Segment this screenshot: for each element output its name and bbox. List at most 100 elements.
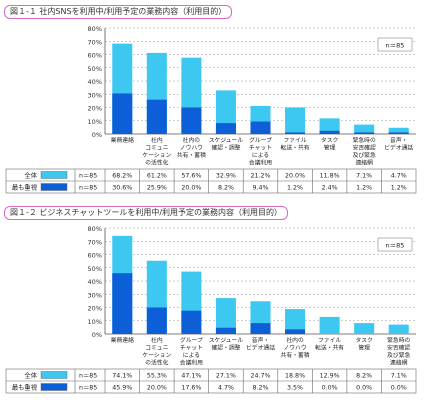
data-label: 11.8% <box>320 173 340 180</box>
y-tick-label: 20% <box>88 105 102 113</box>
x-category-label: 社内の <box>286 336 304 344</box>
x-category-label: の活性化 <box>145 359 168 367</box>
n-label-box <box>377 237 413 252</box>
legend-swatch <box>40 371 68 379</box>
data-label: 74.1% <box>112 373 132 380</box>
data-label: 18.8% <box>285 373 305 380</box>
x-category-label: 転送・共有 <box>315 344 344 352</box>
data-label: 68.2% <box>112 173 132 180</box>
data-label: 25.9% <box>147 185 167 192</box>
x-category-label: 共有・蓄積 <box>281 351 310 359</box>
bar-most-important <box>354 132 375 134</box>
x-category-label: 及び緊急 <box>353 151 376 159</box>
series-n: n＝85 <box>79 373 97 380</box>
bar-most-important <box>146 307 167 334</box>
y-tick-label: 70% <box>88 238 102 246</box>
data-label: 8.2% <box>356 373 372 380</box>
data-label: 4.7% <box>391 173 407 180</box>
x-category-label: スケジュール <box>209 337 244 344</box>
y-tick-label: 50% <box>88 265 102 273</box>
x-category-label: 確認・調整 <box>211 144 240 152</box>
data-label: 57.6% <box>181 173 201 180</box>
data-label: 61.2% <box>147 173 167 180</box>
x-category-label: 共有・蓄積 <box>177 151 206 159</box>
data-label: 45.9% <box>112 385 132 392</box>
data-label: 55.3% <box>147 373 167 380</box>
y-tick-label: 30% <box>88 91 102 99</box>
bar-all <box>215 90 236 134</box>
data-label: 1.2% <box>356 185 372 192</box>
x-category-label: 会議利用 <box>249 159 272 167</box>
x-category-label: コミュニ <box>145 345 168 352</box>
x-category-label: 確認・調整 <box>211 344 240 352</box>
x-category-label: チャット <box>180 345 203 352</box>
bar-most-important <box>319 130 340 134</box>
data-label: 8.2% <box>253 385 269 392</box>
y-tick-label: 30% <box>88 291 102 299</box>
data-label: 3.5% <box>287 385 303 392</box>
x-category-label: ケーション <box>142 352 171 359</box>
x-category-label: タスク <box>321 136 339 144</box>
n-label: n＝85 <box>386 42 405 50</box>
x-category-label: 緊急時の <box>353 136 376 144</box>
x-category-label: 安否確認 <box>353 144 376 152</box>
data-label: 0.0% <box>356 385 372 392</box>
data-label: 0.0% <box>322 385 338 392</box>
x-category-label: ケーション <box>142 152 171 159</box>
bar-all <box>354 124 375 134</box>
legend-swatch <box>40 183 68 191</box>
x-category-label: ビデオ通話 <box>384 144 413 152</box>
data-label: 9.4% <box>253 185 269 192</box>
chart-2-title: 図１-２ ビジネスチャットツールを利用中/利用予定の業務内容（利用目的） <box>4 206 289 220</box>
data-label: 21.2% <box>250 173 270 180</box>
data-label: 1.2% <box>391 185 407 192</box>
series-n: n＝85 <box>79 173 97 180</box>
y-tick-label: 60% <box>88 252 102 260</box>
x-category-label: 社内 <box>151 136 163 144</box>
chart-1: 0% 10% 20% 30% 40% 50% 60% 70% 80% n＝85 業務連絡 社内コミュニ… <box>5 25 417 194</box>
y-tick-label: 80% <box>88 25 102 33</box>
bar-most-important <box>112 93 133 134</box>
x-category-label: 安否確認 <box>387 344 410 352</box>
series-name: 最も重視 <box>12 183 38 192</box>
x-category-label: 業務連絡 <box>111 336 134 344</box>
x-category-label: 連絡網 <box>355 159 373 167</box>
x-category-label: ファイル <box>318 337 341 344</box>
y-tick-label: 10% <box>88 318 102 326</box>
data-label: 7.1% <box>356 173 372 180</box>
bar-most-important <box>181 310 202 334</box>
x-category-label: 及び緊急 <box>387 351 410 359</box>
data-label: 30.6% <box>112 185 132 192</box>
y-tick-label: 50% <box>88 65 102 73</box>
bar-all <box>319 118 340 134</box>
x-category-label: ノウハウ <box>180 144 203 152</box>
x-category-label: 緊急時の <box>387 336 410 344</box>
data-label: 8.2% <box>218 185 234 192</box>
x-category-label: タスク <box>355 336 373 344</box>
n-label-box <box>377 37 413 52</box>
bar-all <box>388 324 409 334</box>
data-label: 20.0% <box>181 185 201 192</box>
series-n: n＝85 <box>79 385 97 392</box>
data-label: 12.9% <box>320 373 340 380</box>
data-label: 32.9% <box>216 173 236 180</box>
x-category-label: 管理 <box>358 344 370 352</box>
x-category-label: チャット <box>249 145 272 152</box>
bar-most-important <box>250 323 271 334</box>
data-label: 1.2% <box>287 185 303 192</box>
bar-all <box>319 316 340 334</box>
bar-most-important <box>388 132 409 134</box>
chart-2: 0% 10% 20% 30% 40% 50% 60% 70% 80% n＝85 業務連絡 社内コミュニ… <box>5 225 417 394</box>
bar-most-important <box>215 327 236 334</box>
data-label: 0.0% <box>391 385 407 392</box>
data-label: 17.6% <box>181 385 201 392</box>
x-category-label: 社内の <box>183 136 201 144</box>
bar-most-important <box>285 329 306 334</box>
x-category-label: 音声・ <box>390 136 407 144</box>
x-category-label: 会議利用 <box>180 359 203 367</box>
x-category-label: 業務連絡 <box>111 136 134 144</box>
data-label: 27.1% <box>216 373 236 380</box>
data-label: 24.7% <box>250 373 270 380</box>
x-category-label: 転送・共有 <box>281 144 310 152</box>
x-category-label: 管理 <box>324 144 336 152</box>
